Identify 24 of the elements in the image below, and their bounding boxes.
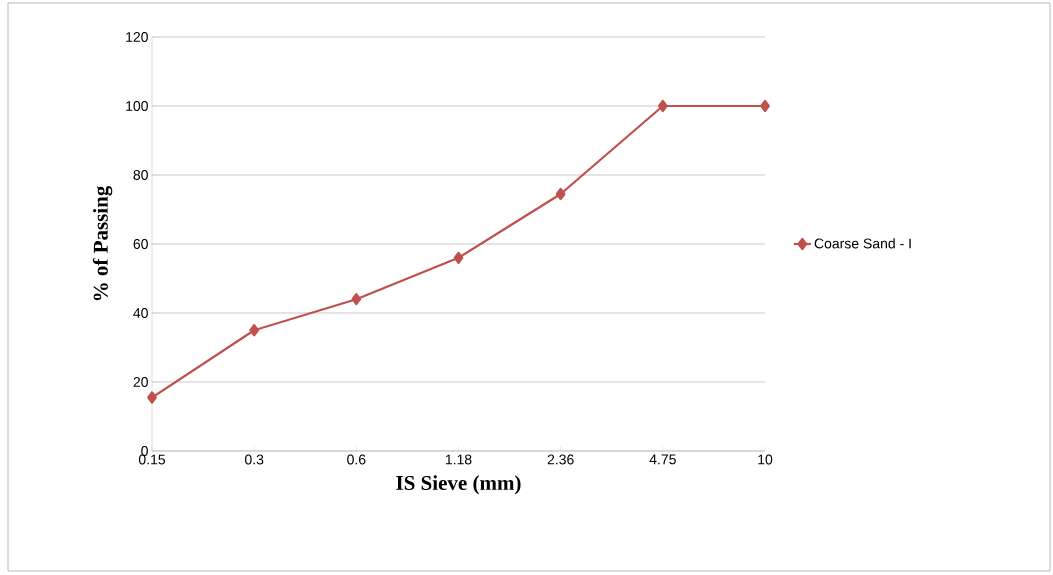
y-tick-label: 120	[126, 32, 148, 42]
point	[657, 99, 668, 113]
point	[249, 324, 260, 337]
x-tick-label: 0.15	[138, 454, 166, 465]
x-tick-label: 2.36	[547, 454, 574, 465]
y-tick-label: 60	[133, 239, 148, 249]
point	[760, 99, 770, 113]
y-tick-label: 40	[133, 308, 148, 318]
x-tick-label: 4.75	[649, 454, 676, 465]
point	[555, 187, 566, 201]
legend-label: Coarse Sand - I	[814, 238, 911, 249]
y-tick-label: 20	[133, 377, 148, 387]
x-tick-label: 0.6	[347, 454, 366, 465]
x-tick-label: 10	[758, 454, 773, 465]
x-axis-title: IS Sieve (mm)	[396, 475, 521, 495]
y-axis-title: % of Passing	[92, 185, 113, 301]
point	[453, 251, 464, 264]
y-tick-label: 100	[126, 101, 148, 111]
y-tick-label: 0	[141, 446, 148, 456]
y-tick-label: 80	[133, 170, 148, 180]
point	[147, 391, 157, 404]
point	[351, 293, 362, 306]
x-tick-label: 1.18	[445, 454, 472, 465]
x-tick-label: 0.3	[244, 454, 264, 465]
